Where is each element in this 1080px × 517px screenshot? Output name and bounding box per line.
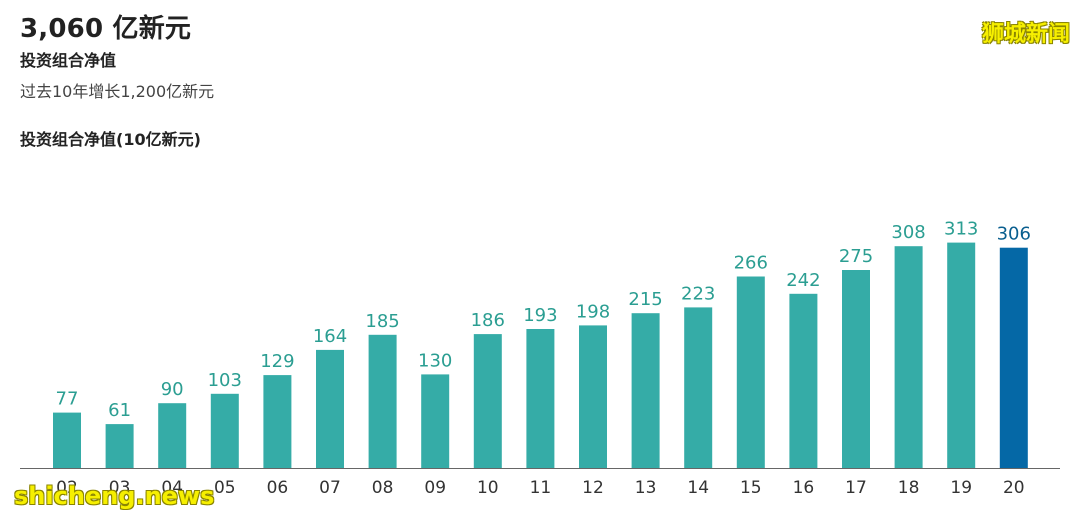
bar-value-label: 186 [471,310,505,331]
bar-value-label: 242 [786,270,820,291]
bar-value-label: 308 [891,222,925,243]
bar-value-label: 103 [208,370,242,391]
bar-14 [684,307,713,468]
watermark-top-right: 狮城新闻 [981,22,1070,47]
bar-03 [105,424,134,468]
bar-20 [999,247,1028,468]
bar-07 [316,349,344,468]
bar-12 [579,325,607,468]
bar-value-label: 77 [56,389,79,410]
bar-value-label: 313 [944,219,978,240]
bar-value-label: 193 [523,305,557,326]
x-tick-label: 02 [56,478,78,498]
bar-value-label: 275 [839,246,873,267]
bar-10 [473,334,502,468]
bar-value-label: 90 [161,379,184,400]
bar-value-label: 130 [418,350,452,371]
bar-13 [631,313,660,468]
x-tick-label: 07 [319,478,341,498]
bar-value-label: 129 [260,351,294,372]
bar-05 [210,393,239,468]
x-tick-label: 14 [687,478,709,498]
bar-11 [526,329,555,468]
watermark-bottom-left: shicheng.news [14,482,215,510]
x-tick-label: 17 [845,478,867,498]
x-tick-label: 10 [477,478,499,498]
x-tick-label: 03 [109,478,131,498]
bar-value-label: 223 [681,283,715,304]
x-tick-label: 08 [372,478,394,498]
bar-value-label: 306 [997,224,1031,245]
bar-02 [53,412,81,468]
subhead: 投资组合净值 [20,51,117,70]
chart-title: 投资组合净值(10亿新元) [20,130,201,149]
bar-16 [789,293,818,468]
x-tick-label: 04 [161,478,183,498]
x-tick-label: 11 [530,478,552,498]
x-tick-label: 13 [635,478,657,498]
bar-value-label: 61 [108,400,131,421]
x-tick-label: 06 [267,478,289,498]
bar-04 [158,403,187,468]
x-tick-label: 12 [582,478,604,498]
bar-value-label: 215 [628,289,662,310]
bar-08 [368,334,397,468]
bar-19 [947,242,976,468]
bar-06 [263,375,292,468]
bar-value-label: 185 [365,311,399,332]
x-tick-label: 09 [424,478,446,498]
x-tick-label: 18 [898,478,920,498]
x-tick-label: 19 [950,478,972,498]
x-tick-label: 16 [793,478,815,498]
bar-15 [736,276,765,468]
bar-value-label: 266 [734,253,768,274]
bar-18 [894,246,923,468]
bar-09 [421,374,450,468]
bar-value-label: 164 [313,326,347,347]
bar-value-label: 198 [576,301,610,322]
bar-17 [842,270,870,468]
x-tick-label: 15 [740,478,762,498]
x-tick-label: 05 [214,478,236,498]
x-tick-label: 20 [1003,478,1025,498]
headline-value: 3,060 亿新元 [20,14,192,44]
subtext: 过去10年增长1,200亿新元 [20,82,215,101]
